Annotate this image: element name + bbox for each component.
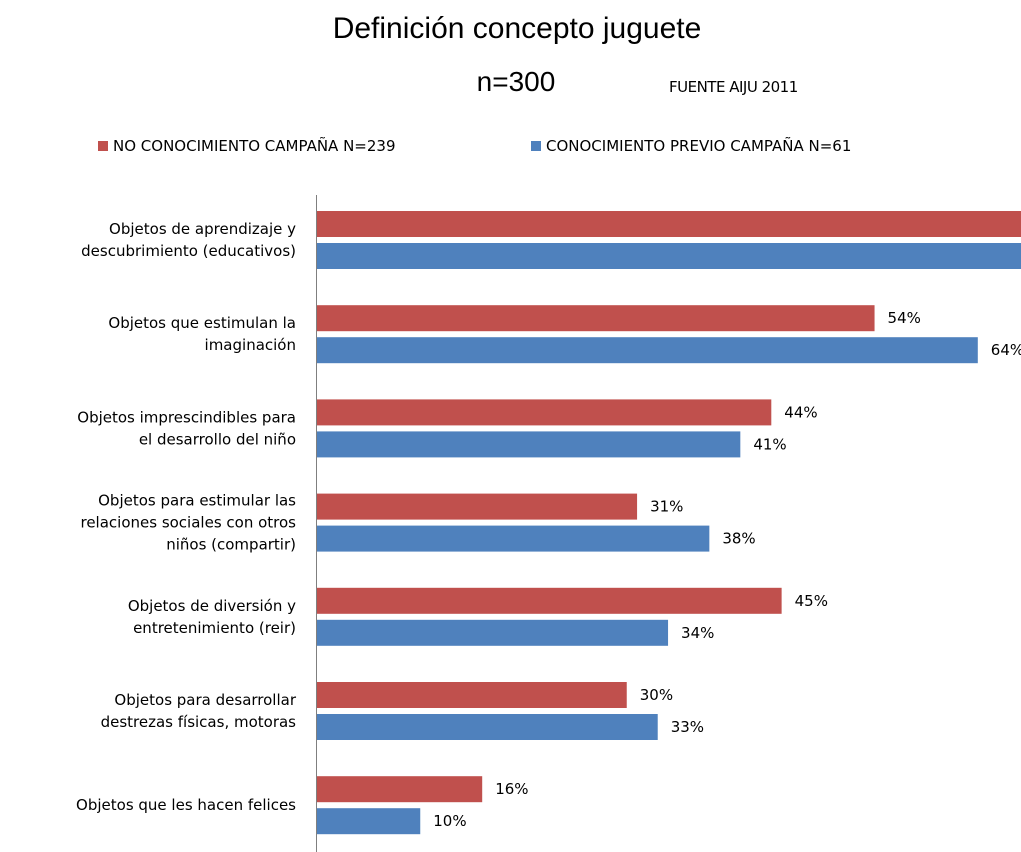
bar-series-2: [317, 619, 669, 646]
bar-series-2: [317, 808, 421, 835]
bar-series-1: [317, 399, 772, 426]
bar-series-2: [317, 243, 1021, 269]
bar-series-1: [317, 776, 483, 803]
chart-subtitle: n=300: [477, 66, 556, 97]
data-label-series-1: 16%: [495, 780, 528, 798]
bar-series-2: [317, 431, 741, 458]
data-label-series-2: 10%: [433, 812, 466, 830]
data-label-series-2: 38%: [722, 530, 755, 548]
legend-swatch-series-2: [531, 141, 541, 151]
bar-series-1: [317, 211, 1021, 237]
bar-series-1: [317, 493, 638, 520]
data-label-series-2: 33%: [671, 718, 704, 736]
bar-series-2: [317, 525, 710, 552]
data-label-series-1: 45%: [795, 592, 828, 610]
category-label: Objetos para desarrollar destrezas física…: [101, 691, 297, 731]
category-label: Objetos imprescindibles para el desarroll…: [77, 408, 296, 448]
legend: NO CONOCIMIENTO CAMPAÑA N=239 CONOCIMIEN…: [98, 136, 851, 155]
data-label-series-1: 54%: [888, 309, 921, 327]
plot-area: Objetos de aprendizaje y descubrimiento (…: [76, 211, 1021, 835]
bar-series-2: [317, 337, 978, 364]
category-label: Objetos de diversión y entretenimiento (r…: [128, 597, 296, 637]
data-label-series-1: 30%: [640, 686, 673, 704]
bar-series-1: [317, 587, 782, 614]
data-label-series-2: 64%: [991, 341, 1021, 359]
category-label: Objetos que estimulan la imaginación: [108, 314, 296, 354]
legend-label-series-2: CONOCIMIENTO PREVIO CAMPAÑA N=61: [546, 136, 851, 155]
data-label-series-1: 31%: [650, 498, 683, 516]
chart-title: Definición concepto juguete: [333, 12, 702, 45]
bar-series-2: [317, 714, 658, 740]
data-label-series-1: 44%: [784, 403, 817, 421]
category-label: Objetos de aprendizaje y descubrimiento (…: [81, 220, 296, 260]
data-label-series-2: 34%: [681, 624, 714, 642]
bar-series-1: [317, 305, 875, 332]
category-label: Objetos para estimular las relaciones soc…: [80, 492, 296, 554]
category-label: Objetos que les hacen felices: [76, 796, 296, 814]
legend-label-series-1: NO CONOCIMIENTO CAMPAÑA N=239: [113, 136, 396, 155]
legend-swatch-series-1: [98, 141, 108, 151]
data-label-series-2: 41%: [753, 435, 786, 453]
chart-source: FUENTE AIJU 2011: [669, 78, 798, 96]
bar-series-1: [317, 682, 627, 708]
